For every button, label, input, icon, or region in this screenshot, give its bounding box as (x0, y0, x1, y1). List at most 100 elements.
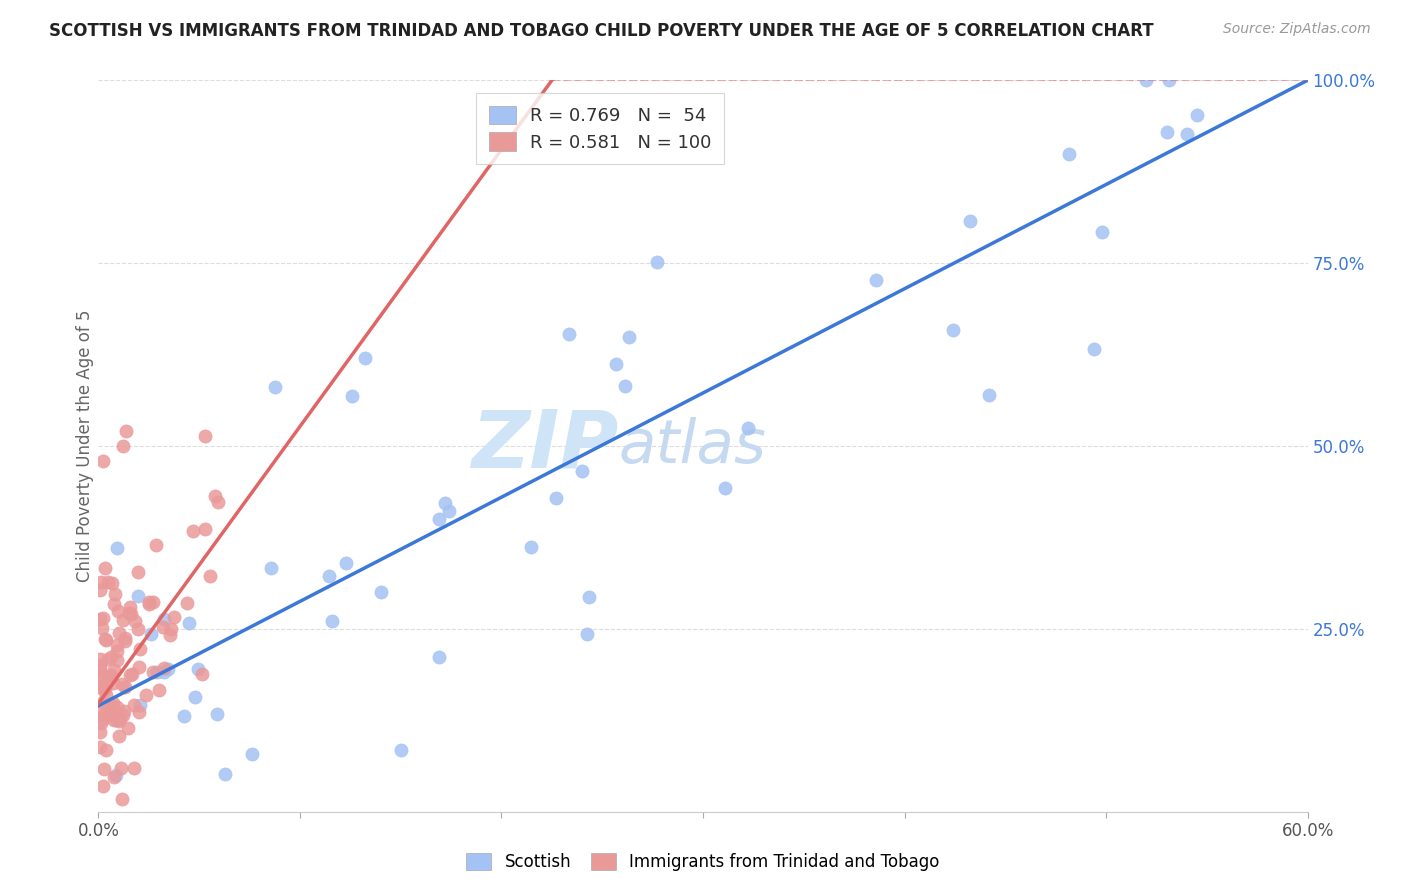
Point (89, 652, 111, 666)
Point (100, 649, 122, 664)
Point (91, 712, 114, 726)
Point (127, 565, 149, 579)
Point (105, 709, 128, 723)
Point (89, 680, 111, 694)
Point (118, 606, 141, 620)
Point (91, 695, 114, 709)
Point (578, 590, 600, 604)
Point (110, 712, 132, 726)
Point (142, 665, 165, 680)
Text: ZIP: ZIP (471, 407, 619, 485)
Point (335, 556, 357, 570)
Point (205, 706, 228, 721)
Point (91, 621, 114, 635)
Point (101, 697, 124, 711)
Point (115, 425, 138, 439)
Point (163, 610, 186, 624)
Point (111, 613, 134, 627)
Point (942, 323, 965, 337)
Point (865, 272, 887, 286)
Point (89, 612, 111, 626)
Point (138, 595, 160, 609)
Point (214, 767, 236, 781)
Point (177, 616, 200, 631)
Point (176, 596, 198, 610)
Point (89, 702, 111, 716)
Point (264, 380, 287, 394)
Point (146, 665, 169, 680)
Point (1175, 127, 1198, 141)
Point (107, 714, 129, 728)
Point (114, 631, 136, 645)
Point (104, 587, 127, 601)
Point (117, 721, 139, 735)
Point (91, 779, 114, 793)
Point (153, 612, 176, 626)
Point (89, 670, 111, 684)
Legend: Scottish, Immigrants from Trinidad and Tobago: Scottish, Immigrants from Trinidad and T… (458, 845, 948, 880)
Text: atlas: atlas (619, 417, 766, 475)
Point (107, 626, 129, 640)
Point (160, 622, 183, 636)
Point (1083, 342, 1105, 356)
Point (157, 662, 180, 676)
Point (97, 669, 120, 683)
Point (153, 665, 176, 679)
Point (89, 658, 111, 673)
Point (122, 761, 145, 775)
Point (121, 666, 143, 681)
Point (181, 524, 204, 538)
Point (370, 585, 392, 599)
Point (713, 481, 735, 495)
Point (959, 214, 981, 228)
Point (111, 677, 134, 691)
Point (1185, 108, 1208, 122)
Point (100, 668, 122, 682)
Point (94, 561, 117, 575)
Point (128, 705, 150, 719)
Point (93, 681, 115, 696)
Point (105, 638, 128, 652)
Point (91, 682, 114, 697)
Text: SCOTTISH VS IMMIGRANTS FROM TRINIDAD AND TOBAGO CHILD POVERTY UNDER THE AGE OF 5: SCOTTISH VS IMMIGRANTS FROM TRINIDAD AND… (49, 22, 1154, 40)
Point (114, 634, 136, 648)
Point (122, 698, 145, 712)
Point (138, 598, 160, 612)
Point (93, 763, 115, 777)
Point (198, 569, 221, 583)
Point (111, 792, 134, 806)
Point (103, 663, 125, 677)
Point (89, 739, 111, 754)
Point (152, 620, 174, 634)
Point (1135, 73, 1157, 87)
Point (103, 713, 125, 727)
Point (118, 667, 141, 681)
Point (129, 698, 152, 713)
Point (127, 622, 149, 636)
Point (148, 682, 170, 697)
Point (105, 541, 128, 555)
Point (558, 327, 581, 342)
Point (194, 523, 217, 537)
Point (260, 560, 283, 574)
Point (105, 699, 128, 714)
Point (318, 568, 340, 582)
Point (433, 495, 456, 509)
Point (127, 589, 149, 603)
Point (135, 688, 157, 702)
Point (91, 669, 114, 683)
Point (100, 698, 122, 713)
Point (173, 709, 195, 723)
Point (1159, 73, 1181, 87)
Point (89, 724, 111, 739)
Point (1057, 147, 1080, 161)
Point (91, 611, 114, 625)
Point (520, 540, 543, 554)
Point (571, 464, 593, 478)
Point (93, 707, 115, 722)
Point (389, 743, 412, 757)
Point (159, 628, 181, 642)
Y-axis label: Child Poverty Under the Age of 5: Child Poverty Under the Age of 5 (76, 310, 94, 582)
Point (103, 597, 125, 611)
Point (105, 653, 128, 667)
